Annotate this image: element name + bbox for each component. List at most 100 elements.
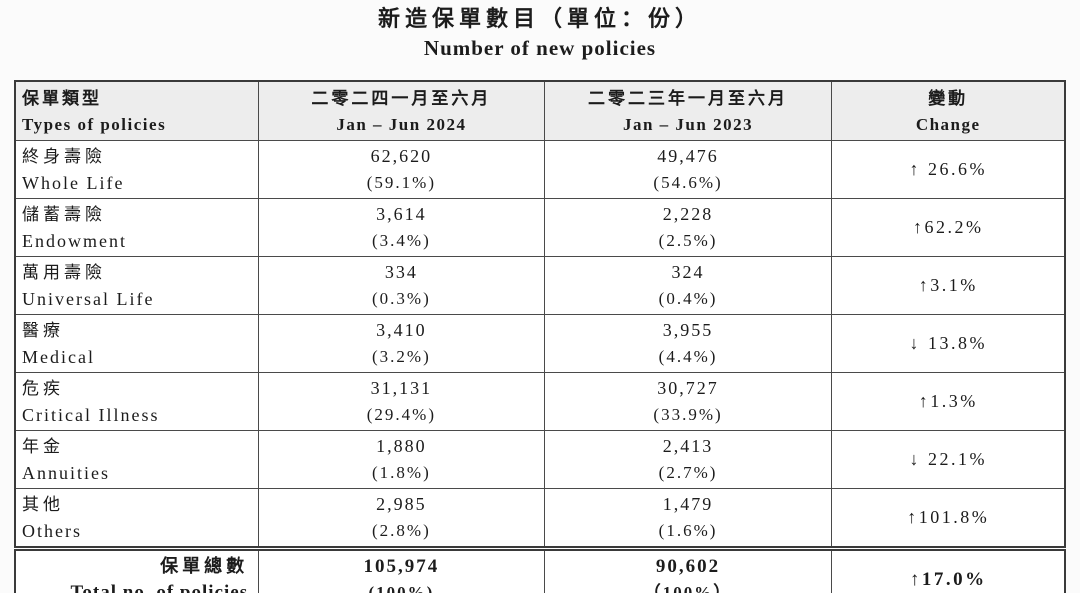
pct-2023: (2.7%) (658, 463, 718, 482)
value-2024-cell: 62,620 (59.1%) (258, 140, 545, 199)
value-2023: 2,228 (662, 204, 714, 224)
value-2024-cell: 334 (0.3%) (258, 256, 545, 315)
policy-type-cell: 危疾 Critical Illness (14, 372, 260, 431)
policy-type-cell: 終身壽險 Whole Life (14, 140, 260, 199)
value-2023: 1,479 (662, 494, 714, 514)
header-jan-jun-2024: 二零二四一月至六月 Jan – Jun 2024 (258, 80, 545, 141)
policy-type-zh: 其他 (22, 495, 64, 514)
value-2023: 3,955 (662, 320, 714, 340)
value-2023: 2,413 (662, 436, 714, 456)
header-change-zh: 變動 (928, 89, 969, 108)
value-2023-cell: 2,228 (2.5%) (543, 198, 833, 257)
policy-type-zh: 萬用壽險 (22, 263, 106, 282)
value-2024: 1,880 (376, 436, 427, 456)
table-row-whole-life: 終身壽險 Whole Life 62,620 (59.1%) 49,476 (5… (14, 140, 1066, 199)
pct-2023: (33.9%) (653, 405, 723, 424)
total-change-value: ↑17.0% (831, 546, 1066, 593)
header-types-zh: 保單類型 (22, 89, 102, 108)
total-value-2023: 90,602 (655, 556, 721, 577)
header-change-en: Change (915, 115, 981, 134)
table-row-annuities: 年金 Annuities 1,880 (1.8%) 2,413 (2.7%) ↓… (14, 430, 1066, 489)
total-2024-cell: 105,974 (100%) (258, 546, 545, 593)
policy-type-zh: 儲蓄壽險 (22, 205, 106, 224)
value-2024-cell: 2,985 (2.8%) (258, 488, 545, 549)
table-row-others: 其他 Others 2,985 (2.8%) 1,479 (1.6%) ↑101… (14, 488, 1066, 549)
table-row-endowment: 儲蓄壽險 Endowment 3,614 (3.4%) 2,228 (2.5%)… (14, 198, 1066, 257)
policy-type-en: Annuities (22, 463, 110, 483)
value-2024-cell: 31,131 (29.4%) (258, 372, 545, 431)
value-2024: 62,620 (370, 146, 433, 166)
policy-type-en: Medical (22, 347, 95, 367)
value-2023-cell: 3,955 (4.4%) (543, 314, 833, 373)
value-2024-cell: 3,614 (3.4%) (258, 198, 545, 257)
header-2023-en: Jan – Jun 2023 (622, 115, 754, 134)
value-2023-cell: 30,727 (33.9%) (543, 372, 833, 431)
policy-type-cell: 年金 Annuities (14, 430, 260, 489)
policy-type-en: Universal Life (22, 289, 155, 309)
table-row-critical-illness: 危疾 Critical Illness 31,131 (29.4%) 30,72… (14, 372, 1066, 431)
pct-2024: (29.4%) (366, 405, 436, 424)
pct-2024: (0.3%) (372, 289, 431, 308)
header-types-en: Types of policies (22, 115, 167, 134)
pct-2023: (4.4%) (658, 347, 718, 366)
pct-2023: (54.6%) (653, 173, 723, 192)
value-2023: 324 (671, 262, 705, 282)
pct-2023: (0.4%) (658, 289, 718, 308)
change-value: ↓ 22.1% (831, 430, 1066, 489)
policy-type-cell: 醫療 Medical (14, 314, 260, 373)
policy-type-zh: 年金 (22, 437, 64, 456)
total-label-zh: 保單總數 (160, 556, 249, 576)
change-value: ↑101.8% (831, 488, 1066, 549)
table-row-universal-life: 萬用壽險 Universal Life 334 (0.3%) 324 (0.4%… (14, 256, 1066, 315)
table-header-row: 保單類型 Types of policies 二零二四一月至六月 Jan – J… (14, 80, 1066, 141)
total-label-cell: 保單總數 Total no. of policies (14, 546, 260, 593)
change-value: ↑1.3% (831, 372, 1066, 431)
total-2023-cell: 90,602 （100%） (543, 546, 833, 593)
change-value: ↑62.2% (831, 198, 1066, 257)
pct-2024: (59.1%) (366, 173, 436, 192)
value-2024: 334 (384, 262, 418, 282)
header-2024-zh: 二零二四一月至六月 (311, 89, 492, 108)
policies-table: 保單類型 Types of policies 二零二四一月至六月 Jan – J… (14, 80, 1066, 593)
value-2023-cell: 2,413 (2.7%) (543, 430, 833, 489)
table-row-medical: 醫療 Medical 3,410 (3.2%) 3,955 (4.4%) ↓ 1… (14, 314, 1066, 373)
header-2024-en: Jan – Jun 2024 (336, 115, 467, 134)
value-2024-cell: 3,410 (3.2%) (258, 314, 545, 373)
pct-2024: (3.2%) (372, 347, 431, 366)
pct-2023: (2.5%) (658, 231, 718, 250)
value-2023: 30,727 (657, 378, 719, 398)
table-row-total: 保單總數 Total no. of policies 105,974 (100%… (14, 546, 1066, 593)
change-value: ↑ 26.6% (831, 140, 1066, 199)
policy-type-cell: 儲蓄壽險 Endowment (14, 198, 260, 257)
policy-type-en: Critical Illness (22, 405, 160, 425)
pct-2024: (3.4%) (372, 231, 431, 250)
value-2023-cell: 1,479 (1.6%) (543, 488, 833, 549)
value-2024: 31,131 (370, 378, 433, 398)
pct-2023: (1.6%) (658, 521, 718, 540)
value-2023-cell: 49,476 (54.6%) (543, 140, 833, 199)
policy-type-cell: 其他 Others (14, 488, 260, 549)
policy-type-zh: 醫療 (22, 321, 64, 340)
value-2023: 49,476 (657, 146, 719, 166)
value-2024-cell: 1,880 (1.8%) (258, 430, 545, 489)
value-2024: 2,985 (376, 494, 427, 514)
pct-2024: (2.8%) (372, 521, 431, 540)
header-types-of-policies: 保單類型 Types of policies (14, 80, 260, 141)
title-english: Number of new policies (423, 36, 657, 60)
value-2024: 3,410 (376, 320, 427, 340)
title-chinese: 新造保單數目（單位：份） (377, 6, 702, 31)
header-change: 變動 Change (831, 80, 1066, 141)
policy-type-en: Whole Life (22, 173, 125, 193)
total-pct-2023: （100%） (643, 583, 733, 593)
change-value: ↓ 13.8% (831, 314, 1066, 373)
change-value: ↑3.1% (831, 256, 1066, 315)
value-2023-cell: 324 (0.4%) (543, 256, 833, 315)
pct-2024: (1.8%) (372, 463, 431, 482)
policy-type-zh: 終身壽險 (22, 147, 106, 166)
header-jan-jun-2023: 二零二三年一月至六月 Jan – Jun 2023 (543, 80, 833, 141)
policy-type-en: Endowment (22, 231, 127, 251)
total-pct-2024: (100%) (368, 583, 435, 593)
document-title-block: 新造保單數目（單位：份） Number of new policies (0, 4, 1080, 62)
total-value-2024: 105,974 (363, 556, 440, 577)
